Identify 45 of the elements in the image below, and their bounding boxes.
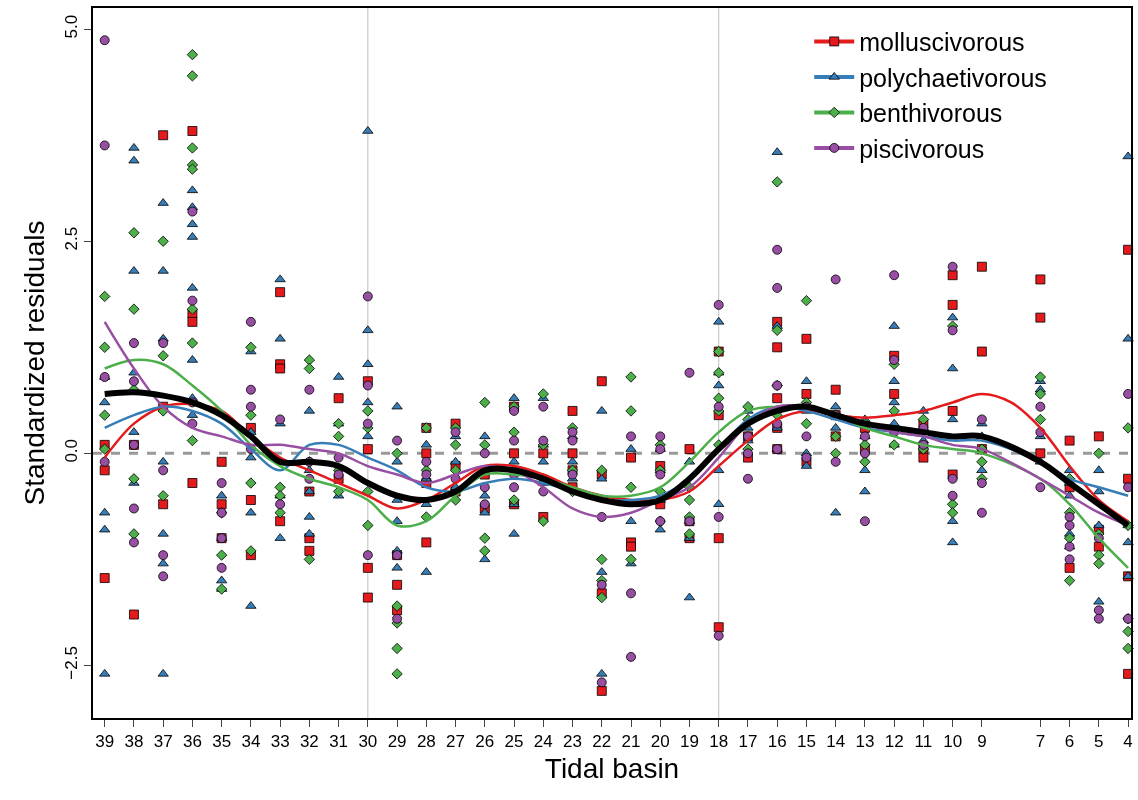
- x-tick-label: 34: [241, 732, 261, 752]
- x-tick-label: 22: [592, 732, 612, 752]
- x-tick-label: 39: [95, 732, 115, 752]
- x-tick-label: 27: [446, 732, 466, 752]
- x-tick-label: 10: [943, 732, 963, 752]
- x-tick-label: 30: [358, 732, 378, 752]
- x-tick-label: 35: [212, 732, 232, 752]
- x-tick-label: 17: [738, 732, 758, 752]
- x-tick-label: 32: [299, 732, 319, 752]
- legend-label: polychaetivorous: [859, 63, 1047, 92]
- x-tick-label: 33: [270, 732, 290, 752]
- x-tick-label: 29: [387, 732, 407, 752]
- x-tick-label: 37: [153, 732, 173, 752]
- x-tick-label: 28: [416, 732, 436, 752]
- x-tick-label: 38: [124, 732, 144, 752]
- y-tick-label: 0.0: [62, 438, 82, 463]
- y-axis-title: Standardized residuals: [18, 220, 50, 506]
- x-tick-label: 15: [796, 732, 816, 752]
- x-tick-label: 4: [1123, 732, 1133, 752]
- x-tick-label: 19: [680, 732, 699, 752]
- x-tick-label: 6: [1064, 732, 1075, 752]
- legend-label: molluscivorous: [859, 28, 1025, 57]
- y-tick-label: −2.5: [62, 646, 82, 680]
- x-tick-label: 26: [475, 732, 495, 752]
- legend-label: benthivorous: [859, 99, 1003, 128]
- x-tick-label: 12: [884, 732, 904, 752]
- y-tick-label: 2.5: [62, 226, 82, 251]
- x-tick-label: 36: [182, 732, 202, 752]
- x-tick-label: 20: [650, 732, 670, 752]
- x-tick-label: 11: [914, 732, 933, 752]
- x-tick-label: 23: [563, 732, 582, 752]
- x-tick-label: 24: [533, 732, 553, 752]
- x-tick-label: 21: [621, 732, 641, 752]
- x-tick-label: 16: [767, 732, 787, 752]
- x-tick-label: 25: [504, 732, 524, 752]
- x-tick-label: 7: [1035, 732, 1046, 752]
- x-tick-label: 31: [329, 732, 349, 752]
- legend-label: piscivorous: [859, 134, 985, 163]
- x-tick-label: 13: [855, 732, 875, 752]
- x-tick-label: 14: [826, 732, 846, 752]
- x-tick-label: 9: [977, 732, 987, 752]
- y-tick-label: 5.0: [62, 14, 82, 39]
- x-tick-label: 18: [709, 732, 729, 752]
- x-tick-label: 5: [1094, 732, 1104, 752]
- x-axis-title: Tidal basin: [544, 752, 680, 784]
